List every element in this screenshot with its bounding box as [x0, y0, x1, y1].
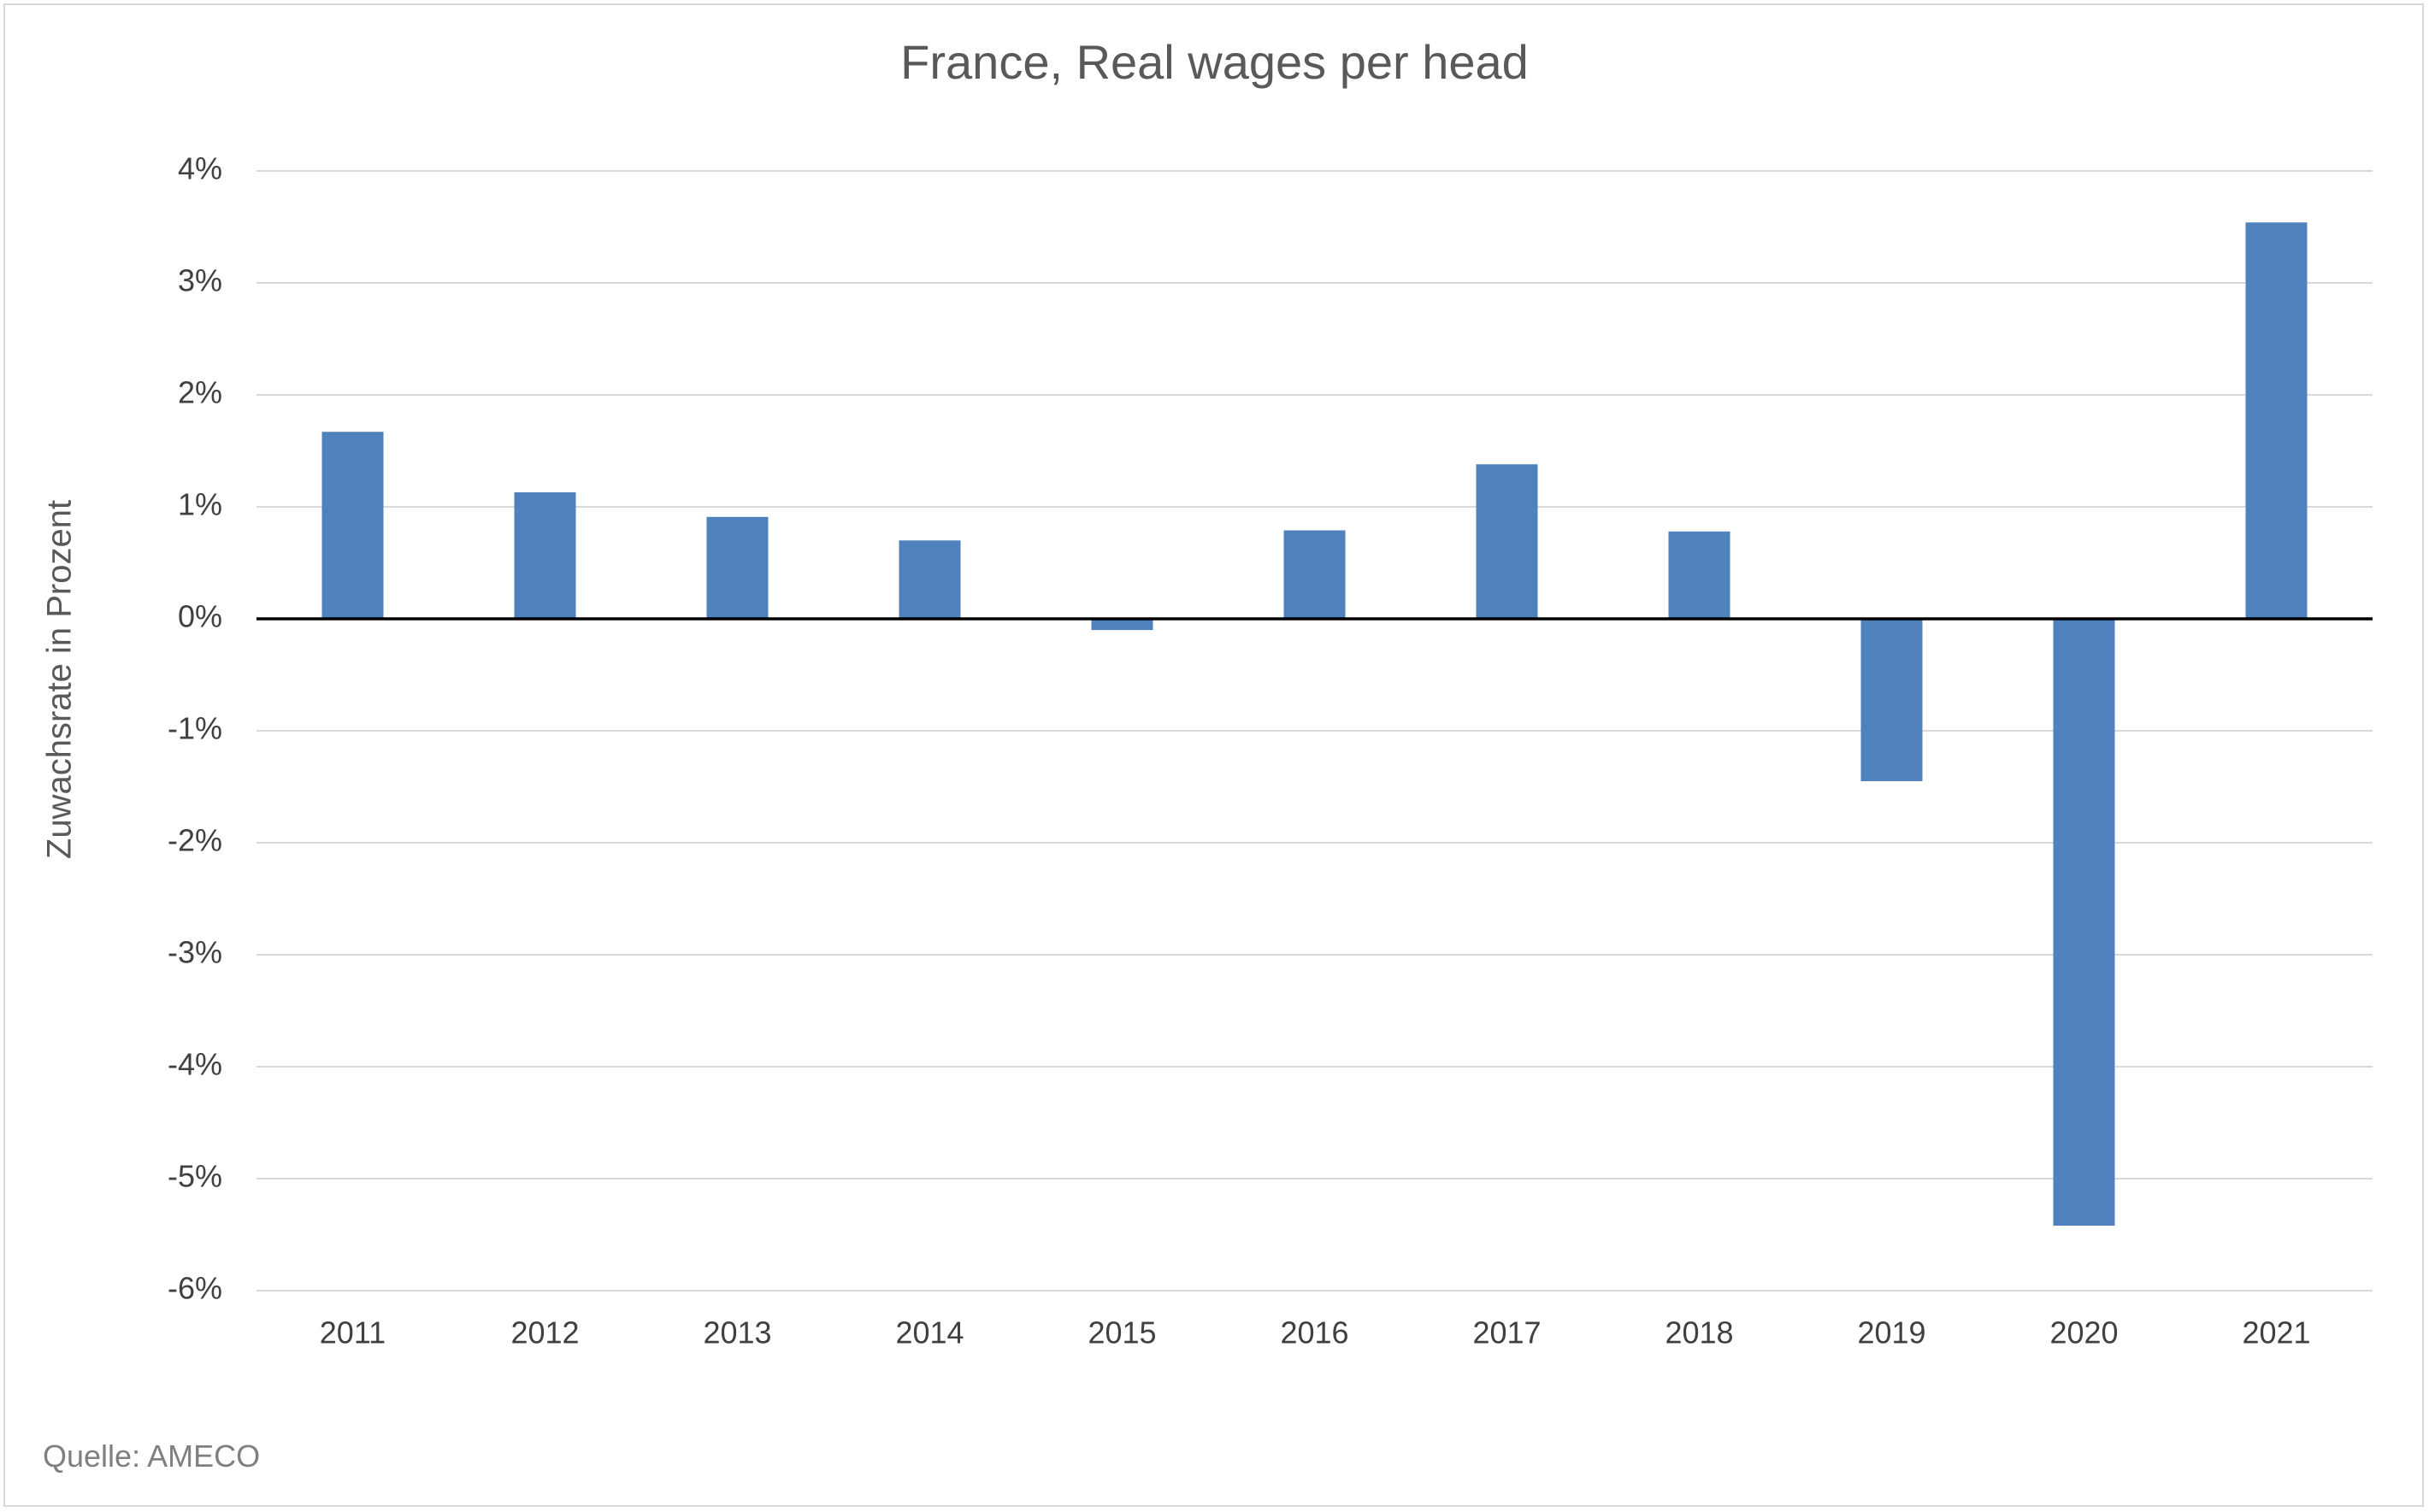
source-note: Quelle: AMECO [43, 1438, 261, 1474]
x-tick-label: 2011 [320, 1315, 386, 1350]
x-tick-label: 2012 [510, 1315, 579, 1350]
x-tick-label: 2020 [2049, 1315, 2118, 1350]
x-tick-label: 2013 [703, 1315, 771, 1350]
x-tick-label: 2016 [1280, 1315, 1348, 1350]
bar-2017 [1476, 464, 1538, 619]
bar-2011 [321, 432, 384, 619]
y-tick-label: 3% [178, 263, 222, 298]
x-tick-label: 2017 [1472, 1315, 1541, 1350]
x-tick-label: 2021 [2242, 1315, 2310, 1350]
axes: 4% 3% 2% 1% 0% -1% -2% -3% -4% -5% -6% 2011 2012 2013… [168, 151, 2373, 1350]
bar-2013 [706, 516, 769, 619]
bars [321, 222, 2308, 1227]
bar-2021 [2245, 222, 2308, 619]
x-tick-label: 2014 [895, 1315, 964, 1350]
bar-2020 [2053, 619, 2115, 1227]
bar-2015 [1091, 619, 1153, 631]
x-tick-label: 2019 [1857, 1315, 1925, 1350]
bar-2014 [899, 540, 961, 619]
bar-2019 [1860, 619, 1923, 781]
y-tick-label: 1% [178, 487, 222, 522]
y-tick-label: -5% [168, 1159, 222, 1194]
y-tick-label: -3% [168, 935, 222, 970]
y-tick-label: 0% [178, 599, 222, 634]
chart-frame [3, 3, 2424, 1507]
y-tick-label: -1% [168, 711, 222, 746]
y-tick-label: 4% [178, 151, 222, 186]
y-tick-label: -2% [168, 823, 222, 858]
y-tick-label: -4% [168, 1047, 222, 1082]
chart-title: France, Real wages per head [900, 35, 1529, 89]
x-tick-label: 2018 [1665, 1315, 1733, 1350]
grid-lines [256, 170, 2373, 1291]
bar-2016 [1283, 530, 1346, 619]
y-tick-label: -6% [168, 1271, 222, 1306]
x-tick-label: 2015 [1088, 1315, 1156, 1350]
bar-2018 [1668, 531, 1730, 619]
y-tick-label: 2% [178, 375, 222, 410]
bar-2012 [514, 491, 576, 619]
